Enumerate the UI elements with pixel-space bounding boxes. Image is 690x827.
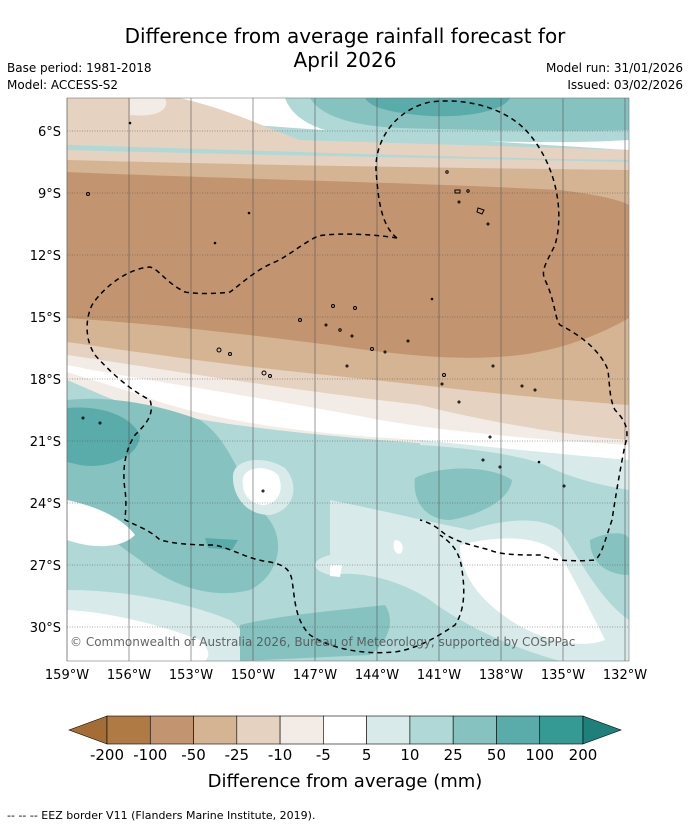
colorbar-extend-high [582, 715, 622, 745]
meta-left: Base period: 1981-2018 Model: ACCESS-S2 [7, 60, 152, 94]
colorbar-tick-label: 50 [486, 746, 506, 764]
lon-label: 135°W [541, 668, 585, 683]
contour-fill [67, 98, 629, 661]
colorbar-tick-label: 200 [568, 746, 598, 764]
colorbar-extend-low [68, 715, 108, 745]
map-frame [66, 97, 630, 662]
lon-label: 144°W [355, 668, 399, 683]
lat-label: 27°S [30, 559, 61, 574]
colorbar-swatch [106, 715, 151, 745]
issued-date: Issued: 03/02/2026 [567, 78, 683, 92]
model-run: Model run: 31/01/2026 [545, 61, 683, 75]
meta-right: Model run: 31/01/2026 Issued: 03/02/2026 [546, 60, 683, 94]
lon-label: 138°W [479, 668, 523, 683]
colorbar-tick-label: -5 [315, 746, 331, 764]
colorbar-swatch [149, 715, 194, 745]
colorbar-tick-label: 100 [525, 746, 555, 764]
lat-label: 18°S [30, 373, 61, 388]
colorbar-swatch [323, 715, 367, 745]
colorbar-tick-label: -50 [181, 746, 206, 764]
colorbar-tick-label: -200 [89, 746, 125, 764]
lat-label: 6°S [38, 125, 61, 140]
eez-borders [86, 100, 628, 654]
eez-footnote: -- -- -- EEZ border V11 (Flanders Marine… [7, 809, 316, 822]
colorbar-swatch [539, 715, 584, 745]
colorbar-tick-label: 25 [443, 746, 463, 764]
lon-label: 132°W [603, 668, 647, 683]
lat-label: 9°S [38, 187, 61, 202]
colorbar-swatch [279, 715, 324, 745]
lat-label: 12°S [30, 249, 61, 264]
colorbar-tick-label: -10 [267, 746, 293, 764]
base-period: Base period: 1981-2018 [7, 61, 152, 75]
lat-label: 24°S [30, 497, 61, 512]
graticule [66, 98, 629, 661]
islands [81, 121, 566, 493]
colorbar-swatch [366, 715, 411, 745]
chart-title: Difference from average rainfall forecas… [124, 24, 566, 72]
colorbar-tick-label: 5 [361, 746, 372, 764]
lat-label: 30°S [30, 621, 61, 636]
colorbar-swatch [236, 715, 281, 745]
colorbar-tick-label: 10 [400, 746, 420, 764]
lon-label: 153°W [169, 668, 213, 683]
colorbar-swatch [452, 715, 497, 745]
model-name: Model: ACCESS-S2 [7, 78, 119, 92]
lon-label: 156°W [107, 668, 151, 683]
colorbar-swatch [409, 715, 454, 745]
copyright-notice: © Commonwealth of Australia 2026, Bureau… [70, 635, 575, 649]
colorbar [68, 715, 622, 745]
lon-label: 150°W [231, 668, 275, 683]
lon-label: 141°W [417, 668, 461, 683]
lon-axis: 159°W 156°W 153°W 150°W 147°W 144°W 141°… [45, 668, 647, 683]
lat-label: 15°S [30, 311, 61, 326]
colorbar-swatch [193, 715, 238, 745]
lat-label: 21°S [30, 435, 61, 450]
lon-label: 147°W [293, 668, 337, 683]
colorbar-tick-label: -100 [133, 746, 168, 764]
colorbar-label: Difference from average (mm) [207, 771, 483, 792]
colorbar-tick-label: -25 [224, 746, 250, 764]
colorbar-swatch [496, 715, 541, 745]
lat-axis: 6°S 9°S 12°S 15°S 18°S 21°S 24°S 27°S 30… [30, 125, 61, 636]
lon-label: 159°W [45, 668, 89, 683]
